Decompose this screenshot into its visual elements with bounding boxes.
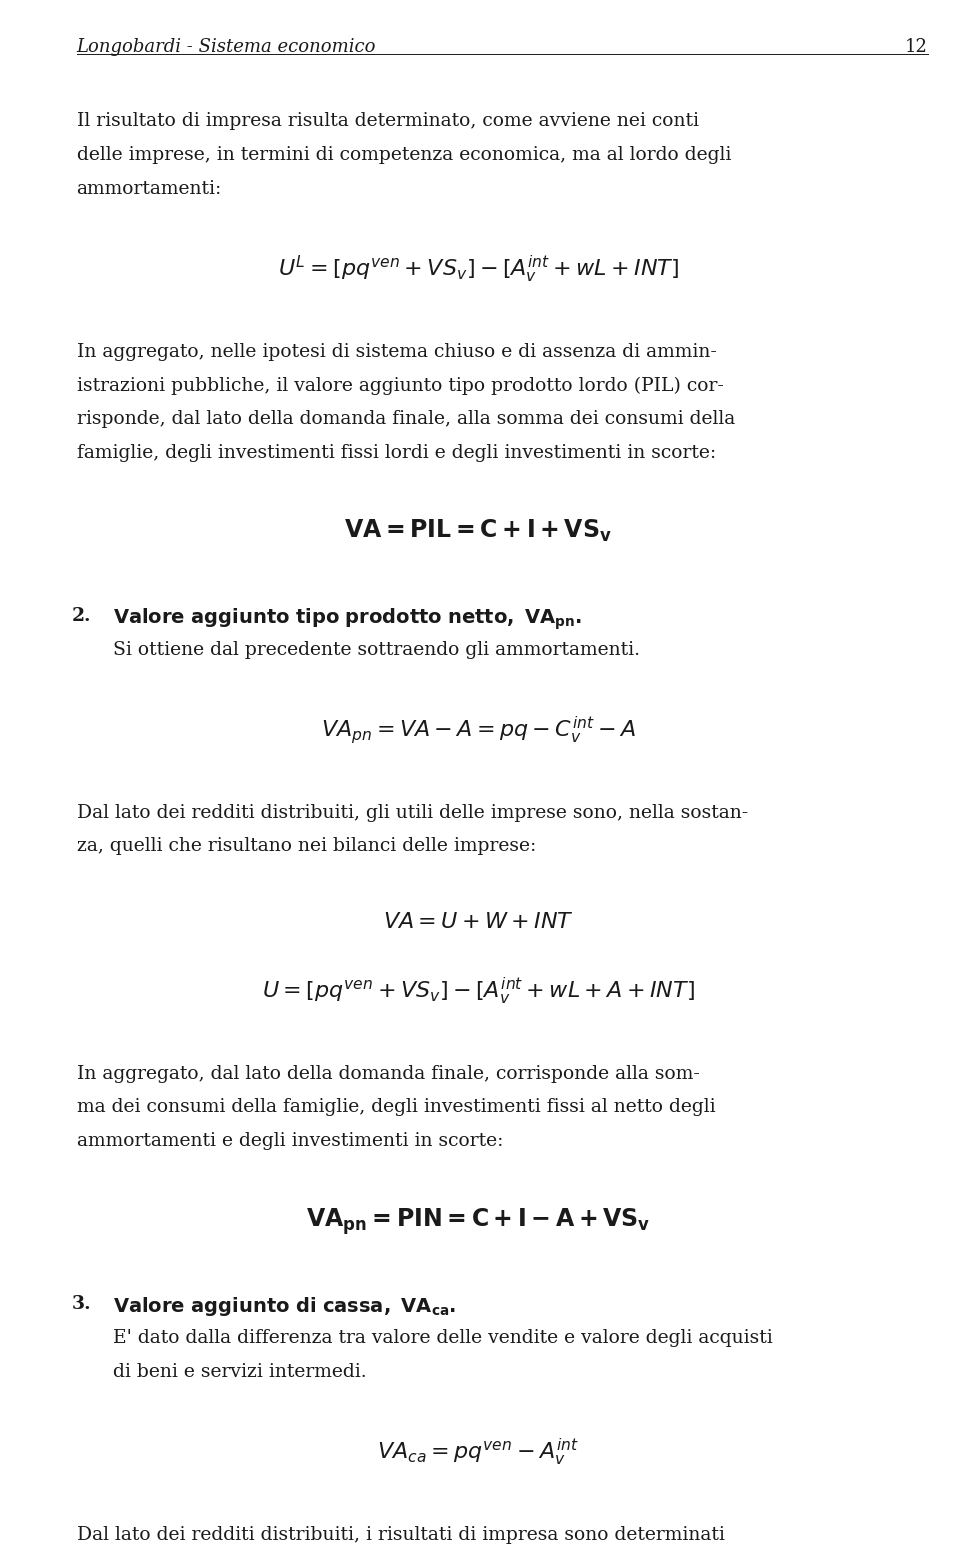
Text: 3.: 3. bbox=[72, 1296, 91, 1313]
Text: delle imprese, in termini di competenza economica, ma al lordo degli: delle imprese, in termini di competenza … bbox=[77, 145, 731, 164]
Text: In aggregato, dal lato della domanda finale, corrisponde alla som-: In aggregato, dal lato della domanda fin… bbox=[77, 1065, 700, 1082]
Text: $\mathbf{VA_{pn} = PIN = C + I - A + VS_v}$: $\mathbf{VA_{pn} = PIN = C + I - A + VS_… bbox=[306, 1206, 651, 1237]
Text: $\mathbf{VA = PIL = C + I + VS_v}$: $\mathbf{VA = PIL = C + I + VS_v}$ bbox=[345, 518, 612, 544]
Text: za, quelli che risultano nei bilanci delle imprese:: za, quelli che risultano nei bilanci del… bbox=[77, 838, 536, 855]
Text: risponde, dal lato della domanda finale, alla somma dei consumi della: risponde, dal lato della domanda finale,… bbox=[77, 410, 734, 428]
Text: Dal lato dei redditi distribuiti, gli utili delle imprese sono, nella sostan-: Dal lato dei redditi distribuiti, gli ut… bbox=[77, 804, 748, 821]
Text: ammortamenti e degli investimenti in scorte:: ammortamenti e degli investimenti in sco… bbox=[77, 1132, 503, 1150]
Text: $VA = U + W + INT$: $VA = U + W + INT$ bbox=[383, 911, 574, 934]
Text: $U^L = [pq^{ven} + VS_v] - [A_v^{int} + wL + INT]$: $U^L = [pq^{ven} + VS_v] - [A_v^{int} + … bbox=[277, 254, 679, 284]
Text: $VA_{ca} = pq^{ven} - A_v^{int}$: $VA_{ca} = pq^{ven} - A_v^{int}$ bbox=[377, 1436, 579, 1467]
Text: $U = [pq^{ven} + VS_v] - [A_v^{int} + wL + A + INT]$: $U = [pq^{ven} + VS_v] - [A_v^{int} + wL… bbox=[262, 976, 695, 1006]
Text: 12: 12 bbox=[905, 39, 927, 56]
Text: ma dei consumi della famiglie, degli investimenti fissi al netto degli: ma dei consumi della famiglie, degli inv… bbox=[77, 1099, 715, 1116]
Text: 2.: 2. bbox=[72, 608, 91, 625]
Text: istrazioni pubbliche, il valore aggiunto tipo prodotto lordo (PIL) cor-: istrazioni pubbliche, il valore aggiunto… bbox=[77, 376, 724, 394]
Text: In aggregato, nelle ipotesi di sistema chiuso e di assenza di ammin-: In aggregato, nelle ipotesi di sistema c… bbox=[77, 343, 716, 360]
Text: Si ottiene dal precedente sottraendo gli ammortamenti.: Si ottiene dal precedente sottraendo gli… bbox=[113, 640, 640, 659]
Text: $VA_{pn} = VA - A = pq - C_v^{int} - A$: $VA_{pn} = VA - A = pq - C_v^{int} - A$ bbox=[321, 714, 636, 747]
Text: E' dato dalla differenza tra valore delle vendite e valore degli acquisti: E' dato dalla differenza tra valore dell… bbox=[113, 1330, 773, 1347]
Text: $\mathbf{Valore\ aggiunto\ tipo\ prodotto\ netto,\ VA_{pn}.}$: $\mathbf{Valore\ aggiunto\ tipo\ prodott… bbox=[113, 608, 582, 632]
Text: Dal lato dei redditi distribuiti, i risultati di impresa sono determinati: Dal lato dei redditi distribuiti, i risu… bbox=[77, 1526, 725, 1543]
Text: famiglie, degli investimenti fissi lordi e degli investimenti in scorte:: famiglie, degli investimenti fissi lordi… bbox=[77, 444, 715, 462]
Text: Il risultato di impresa risulta determinato, come avviene nei conti: Il risultato di impresa risulta determin… bbox=[77, 113, 699, 130]
Text: di beni e servizi intermedi.: di beni e servizi intermedi. bbox=[113, 1362, 367, 1381]
Text: ammortamenti:: ammortamenti: bbox=[77, 179, 222, 198]
Text: Longobardi - Sistema economico: Longobardi - Sistema economico bbox=[77, 39, 376, 56]
Text: $\mathbf{Valore\ aggiunto\ di\ cassa,\ VA_{ca}.}$: $\mathbf{Valore\ aggiunto\ di\ cassa,\ V… bbox=[113, 1296, 456, 1319]
